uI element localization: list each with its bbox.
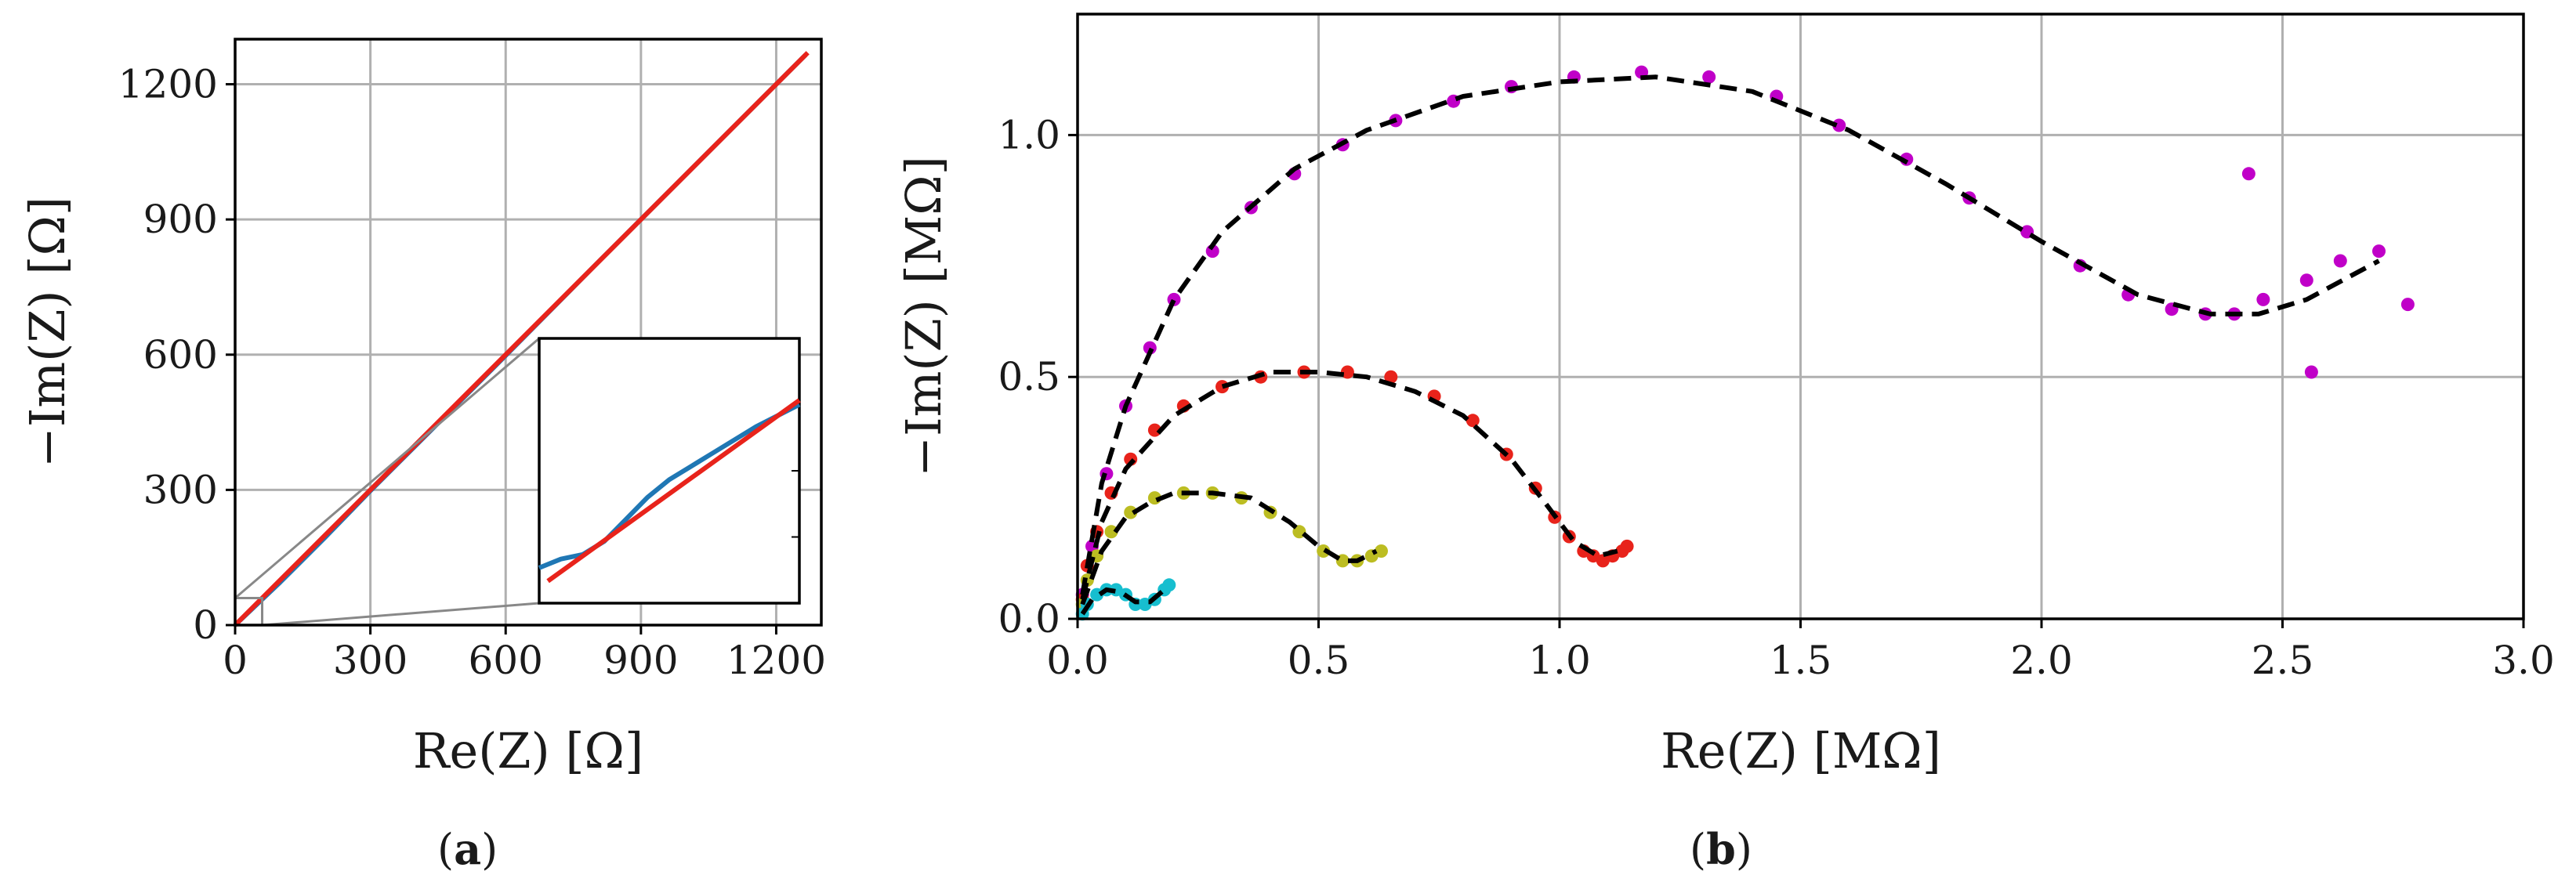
panel-a-inset-series-fit (546, 398, 801, 584)
panel-a-data (233, 51, 810, 627)
panel-a-inset-connector-bottom (262, 602, 540, 627)
panel-a-xtick-label-1: 300 (333, 638, 408, 683)
panel-b-point-yellow-11 (1317, 544, 1331, 558)
panel-a-ytick-label-0: 0 (193, 602, 218, 648)
panel-a-xtick-label-0: 0 (223, 638, 248, 683)
panel-b-magenta-fit (1080, 74, 2380, 595)
panel-b-point-magenta-26 (2256, 292, 2270, 306)
panel-a-ytick-label-4: 1200 (118, 62, 218, 107)
panel-b-red-fit (1080, 370, 1618, 601)
panel-b-point-magenta-31 (2304, 365, 2318, 379)
panel-a-caption: (a) (437, 824, 498, 874)
panel-b-xtick-label-0: 0.0 (1046, 638, 1109, 683)
panel-b-point-magenta-15 (1702, 70, 1716, 84)
panel-b-point-yellow-15 (1375, 544, 1388, 558)
panel-a-ytick-label-1: 300 (143, 467, 218, 512)
panel-b-point-magenta-28 (2333, 254, 2347, 268)
panel-b-point-magenta-17 (1832, 118, 1846, 132)
panel-b-yellow-fit (1080, 490, 1378, 606)
panel-b-point-magenta-30 (2241, 167, 2255, 181)
panel-b-ytick-label-0: 0.0 (998, 596, 1060, 642)
panel-b-caption: (b) (1690, 824, 1752, 874)
panel-a: 0 300 600 900 1200 0 300 600 900 1200 Re(Z) [Ω] −… (19, 38, 826, 874)
panel-b-xtick-label-3: 1.5 (1770, 638, 1832, 683)
panel-a-series-fit (233, 51, 810, 627)
panel-a-inset-connector-top (234, 337, 540, 599)
panel-b-point-yellow-3 (1104, 525, 1118, 539)
panel-b-point-red-5 (1147, 423, 1161, 437)
panel-b-xtick-label-5: 2.5 (2252, 638, 2314, 683)
panel-b-xtick-label-6: 3.0 (2492, 638, 2555, 683)
panel-b-cyan-fit (1080, 587, 1166, 616)
panel-b-point-magenta-27 (2299, 273, 2313, 287)
panel-b-xtick-label-4: 2.0 (2010, 638, 2073, 683)
panel-b-point-red-11 (1384, 370, 1398, 384)
panel-a-frame (234, 38, 823, 627)
panel-a-xtick-label-4: 1200 (726, 638, 826, 683)
panel-b-point-red-10 (1340, 365, 1354, 379)
panel-a-caption-letter: a (454, 824, 481, 874)
panel-a-inset-frame (538, 337, 801, 605)
panel-a-ticks: 0 300 600 900 1200 0 300 600 900 1200 (118, 62, 826, 683)
panel-b-ticks: 0.0 0.5 1.0 1.5 2.0 2.5 3.0 0.0 0.5 1.0 (998, 112, 2554, 683)
panel-b-point-red-23 (1620, 539, 1634, 553)
panel-a-xtick-label-2: 600 (469, 638, 543, 683)
panel-b-ytick-label-2: 1.0 (998, 112, 1060, 157)
panel-a-xtick-label-3: 900 (603, 638, 678, 683)
panel-b-point-cyan-10 (1162, 578, 1176, 592)
panel-b-ylabel: −Im(Z) [MΩ] (895, 156, 952, 477)
panel-b-point-magenta-29 (2372, 244, 2386, 258)
panel-a-xlabel: Re(Z) [Ω] (413, 722, 643, 779)
panel-b-xtick-label-1: 0.5 (1288, 638, 1350, 683)
panel-b: 0.0 0.5 1.0 1.5 2.0 2.5 3.0 0.0 0.5 1.0 Re(Z) [MΩ… (895, 13, 2555, 874)
panel-b-frame (1076, 13, 2525, 620)
panel-b-ytick-label-1: 0.5 (998, 354, 1060, 400)
panel-b-point-red-13 (1466, 414, 1480, 428)
panel-a-ylabel: −Im(Z) [Ω] (19, 197, 76, 468)
panel-a-inset (234, 337, 801, 627)
panel-a-ytick-label-2: 600 (143, 332, 218, 378)
panel-b-point-magenta-32 (2400, 298, 2415, 312)
panel-a-ytick-label-3: 900 (143, 197, 218, 242)
panel-b-point-yellow-4 (1124, 505, 1138, 519)
panel-a-inset-series-measured (538, 402, 801, 570)
panel-b-data (1075, 65, 2415, 621)
panel-b-xtick-label-2: 1.0 (1528, 638, 1591, 683)
panel-b-xlabel: Re(Z) [MΩ] (1661, 722, 1941, 779)
panel-b-caption-letter: b (1706, 824, 1736, 874)
